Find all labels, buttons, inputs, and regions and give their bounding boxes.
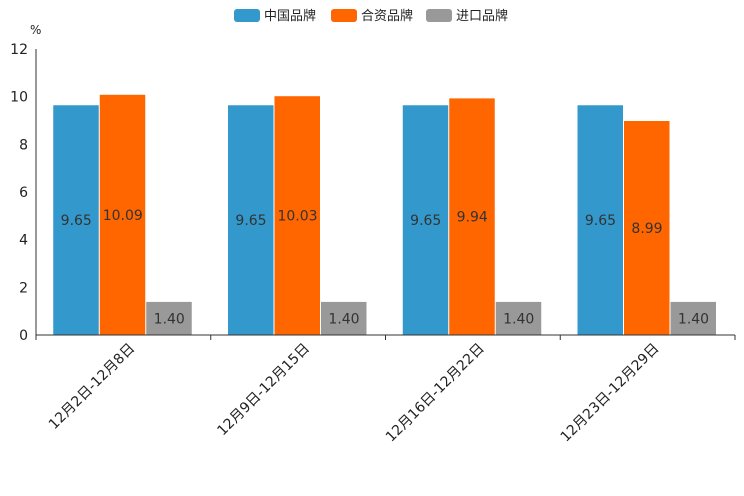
bar-2-3 (670, 301, 717, 336)
bar-0-3 (577, 104, 624, 336)
data-label-0-1: 9.65 (235, 213, 266, 229)
bar-2-1 (320, 301, 367, 336)
bar-1-2 (448, 97, 496, 336)
data-label-0-3: 9.65 (585, 213, 616, 229)
data-label-0-0: 9.65 (61, 213, 92, 229)
bar-1-0 (99, 94, 146, 336)
y-tick-label-3: 6 (19, 185, 28, 201)
data-label-1-0: 10.09 (103, 208, 143, 224)
y-axis: 0 2 4 6 8 10 12 (10, 42, 37, 344)
x-tick-label-2: 12月16日-12月22日 (383, 341, 488, 446)
data-label-1-3: 8.99 (631, 221, 662, 237)
legend-swatch-0 (234, 9, 260, 22)
x-tick-label-3: 12月23日-12月29日 (558, 341, 663, 446)
data-label-2-1: 1.40 (328, 311, 359, 327)
bars (52, 94, 717, 336)
data-label-1-1: 10.03 (277, 208, 317, 224)
y-axis-unit-label: % (30, 23, 41, 37)
data-label-2-0: 1.40 (154, 311, 185, 327)
legend-label-0: 中国品牌 (264, 8, 316, 24)
legend-label-1: 合资品牌 (361, 8, 413, 24)
data-labels: 9.65 10.09 1.40 9.65 10.03 1.40 9.65 9.94 1.40 9.… (61, 208, 709, 328)
y-tick-label-4: 8 (19, 137, 28, 153)
bar-2-2 (495, 301, 542, 336)
y-tick-label-6: 12 (10, 42, 28, 58)
legend-swatch-1 (331, 9, 357, 22)
bar-0-2 (402, 104, 449, 336)
legend-label-2: 进口品牌 (456, 8, 508, 24)
bar-1-3 (623, 120, 670, 336)
data-label-2-3: 1.40 (678, 311, 709, 327)
x-tick-label-1: 12月9日-12月15日 (214, 341, 313, 440)
legend: 中国品牌 合资品牌 进口品牌 (234, 8, 508, 24)
y-tick-label-2: 4 (19, 233, 28, 249)
y-tick-label-1: 2 (19, 280, 28, 296)
y-tick-label-0: 0 (19, 328, 28, 344)
x-tick-label-0: 12月2日-12月8日 (46, 341, 138, 433)
x-axis: 12月2日-12月8日 12月9日-12月15日 12月16日-12月22日 12月2… (35, 334, 736, 446)
bar-0-1 (227, 104, 274, 336)
data-label-2-2: 1.40 (503, 311, 534, 327)
y-tick-label-5: 10 (10, 90, 28, 106)
bar-1-1 (274, 95, 321, 336)
data-label-0-2: 9.65 (410, 213, 441, 229)
data-label-1-2: 9.94 (457, 210, 488, 226)
legend-swatch-2 (426, 9, 452, 22)
